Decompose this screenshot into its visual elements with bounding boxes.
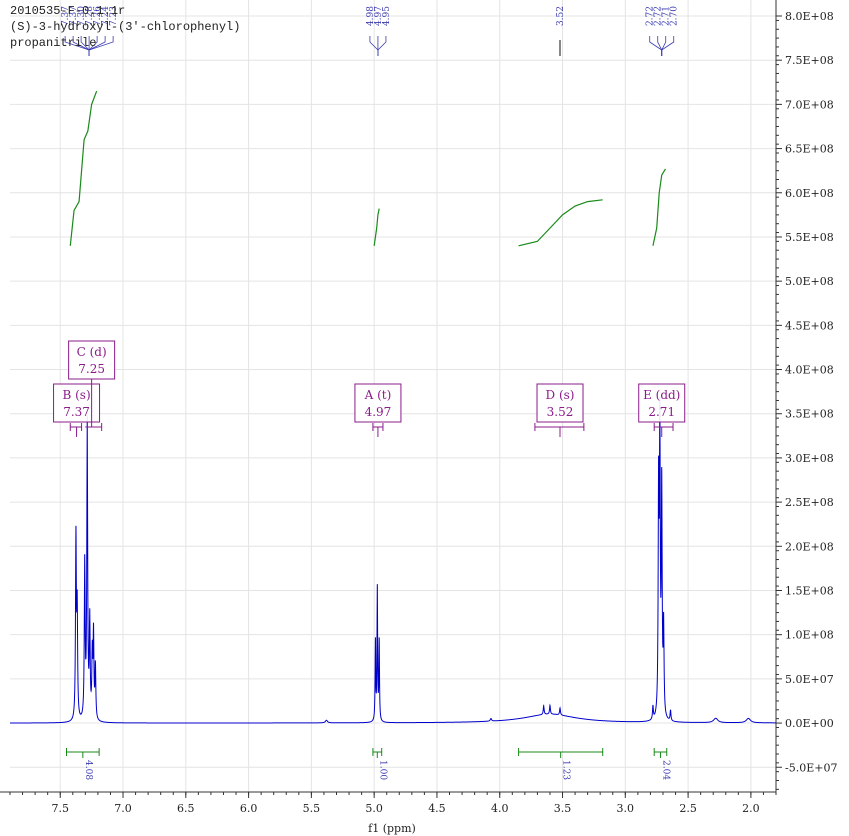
peak-label: 7.37	[61, 6, 71, 26]
multiplet-a: A (t) 4.97	[354, 383, 402, 437]
integral-annotation: 4.08	[66, 748, 100, 780]
peak-labels: 7.377.377.307.287.267.247.23 4.984.974.95…	[61, 6, 680, 56]
peak-label: 2.71	[662, 6, 672, 26]
x-axis-label: f1 (ppm)	[368, 822, 416, 835]
peak-label: 4.98	[366, 6, 376, 26]
peak-label: 7.26	[93, 6, 103, 26]
peak-label-connector	[661, 36, 675, 56]
peak-label: 7.37	[69, 6, 79, 26]
x-tick-label: 5.0	[365, 802, 383, 815]
peak-label: 4.97	[374, 6, 384, 26]
peak-label-connector	[88, 36, 114, 56]
peak-label: 2.70	[670, 6, 680, 26]
peak-label: 2.72	[654, 6, 664, 26]
title-line-2: (S)-3-hydroxyl-(3'-chlorophenyl)	[10, 20, 240, 34]
y-tick-label: 4.5E+08	[785, 319, 834, 332]
peak-label-group: 4.984.974.95	[366, 6, 392, 56]
peak-label: 2.72	[646, 6, 656, 26]
peak-label-group: 3.52	[556, 6, 566, 56]
multiplet-box	[638, 383, 686, 423]
x-tick-label: 6.0	[240, 802, 258, 815]
y-tick-label: 2.0E+08	[785, 540, 834, 553]
peak-label: 7.30	[77, 6, 87, 26]
x-tick-label: 4.5	[428, 802, 446, 815]
peak-label-connector	[657, 36, 663, 56]
x-tick-label: 3.5	[554, 802, 572, 815]
y-tick-label: 4.0E+08	[785, 364, 834, 377]
x-tick-label: 3.0	[617, 802, 635, 815]
integral-annotation: 1.23	[518, 748, 604, 780]
y-tick-label: 7.5E+08	[785, 54, 834, 67]
multiplet-name: D (s)	[546, 388, 575, 402]
multiplet-shift: 2.71	[648, 405, 675, 419]
multiplet-shift: 3.52	[547, 405, 574, 419]
title-line-1: 2010535-F-0.1.1r	[10, 4, 125, 18]
multiplet-shift: 4.97	[365, 405, 392, 419]
y-tick-label: 3.5E+08	[785, 408, 834, 421]
multiplet-box	[354, 383, 402, 423]
multiplet-shift: 7.37	[63, 405, 90, 419]
y-tick-label: 1.5E+08	[785, 584, 834, 597]
y-tick-label: -5.0E+07	[785, 761, 837, 774]
y-tick-label: 0.0E+00	[785, 717, 834, 730]
multiplet-annotations: B (s) 7.37 C (d) 7.25 A (t) 4.97 D (s) 3.52 E (d…	[53, 340, 686, 437]
y-tick-label: 7.0E+08	[785, 98, 834, 111]
peak-label: 4.95	[382, 6, 392, 26]
multiplet-box	[68, 340, 116, 380]
y-tick-label: 5.0E+07	[785, 673, 834, 686]
integral-annotation: 1.00	[372, 748, 387, 780]
y-tick-label: 5.0E+08	[785, 275, 834, 288]
x-tick-label: 7.0	[114, 802, 132, 815]
integral-curve	[373, 208, 380, 246]
multiplet-name: E (dd)	[643, 388, 680, 402]
y-tick-label: 2.5E+08	[785, 496, 834, 509]
peak-label: 3.52	[556, 6, 566, 26]
x-tick-label: 6.5	[177, 802, 195, 815]
x-tick-label: 2.5	[679, 802, 697, 815]
integral-value: 4.08	[83, 760, 93, 780]
spectrum-trace	[10, 396, 776, 724]
x-tick-label: 2.0	[742, 802, 760, 815]
y-tick-label: 1.0E+08	[785, 629, 834, 642]
multiplet-shift: 7.25	[78, 362, 105, 376]
peak-label-connector	[661, 36, 667, 56]
multiplet-d: D (s) 3.52	[534, 383, 585, 437]
multiplet-c: C (d) 7.25	[68, 340, 116, 431]
y-tick-label: 6.0E+08	[785, 187, 834, 200]
spectrum-line	[10, 396, 776, 724]
x-tick-label: 7.5	[51, 802, 69, 815]
multiplet-e: E (dd) 2.71	[638, 383, 686, 437]
grid-lines	[10, 0, 776, 792]
peak-label: 7.28	[85, 6, 95, 26]
integral-curve	[69, 90, 98, 246]
peak-label-connector	[377, 36, 387, 56]
integral-annotations: 4.08 1.00 1.23 2.04	[66, 748, 670, 780]
x-tick-label: 4.0	[491, 802, 509, 815]
axes: 7.5 7.0 6.5 6.0 5.5 5.0 4.5 4.0 3.5 3.0 2.5 2.0 8.0E…	[0, 0, 837, 815]
title-line-3: propanitrile	[10, 36, 96, 50]
peak-label: 7.24	[101, 6, 111, 26]
y-tick-label: 5.5E+08	[785, 231, 834, 244]
multiplet-name: A (t)	[364, 388, 392, 402]
multiplet-name: C (d)	[77, 345, 107, 359]
multiplet-box	[536, 383, 584, 423]
x-tick-label: 5.5	[303, 802, 321, 815]
spectrum-title: 2010535-F-0.1.1r (S)-3-hydroxyl-(3'-chlo…	[10, 4, 240, 50]
integral-curve	[518, 199, 603, 247]
peak-label-group: 2.722.722.712.70	[646, 6, 680, 56]
multiplet-name: B (s)	[62, 388, 90, 402]
peak-label: 7.23	[109, 6, 119, 26]
y-tick-label: 8.0E+08	[785, 10, 834, 23]
integral-value: 1.23	[561, 760, 571, 780]
integral-value: 1.00	[377, 760, 387, 780]
integral-curves	[69, 90, 667, 247]
peak-label-group: 7.377.377.307.287.267.247.23	[61, 6, 119, 56]
y-tick-label: 3.0E+08	[785, 452, 834, 465]
integral-curve	[652, 168, 667, 246]
integral-value: 2.04	[660, 760, 670, 780]
y-tick-label: 6.5E+08	[785, 143, 834, 156]
integral-annotation: 2.04	[653, 748, 670, 780]
